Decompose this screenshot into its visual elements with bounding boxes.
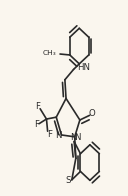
Text: O: O [89, 109, 95, 118]
Text: F: F [47, 130, 52, 139]
Text: S: S [66, 176, 71, 185]
Text: N: N [70, 133, 77, 142]
Text: N: N [74, 133, 81, 142]
Text: HN: HN [77, 64, 90, 73]
Text: CH₃: CH₃ [43, 50, 57, 55]
Text: N: N [55, 131, 62, 140]
Text: F: F [34, 120, 39, 129]
Text: F: F [36, 102, 41, 111]
